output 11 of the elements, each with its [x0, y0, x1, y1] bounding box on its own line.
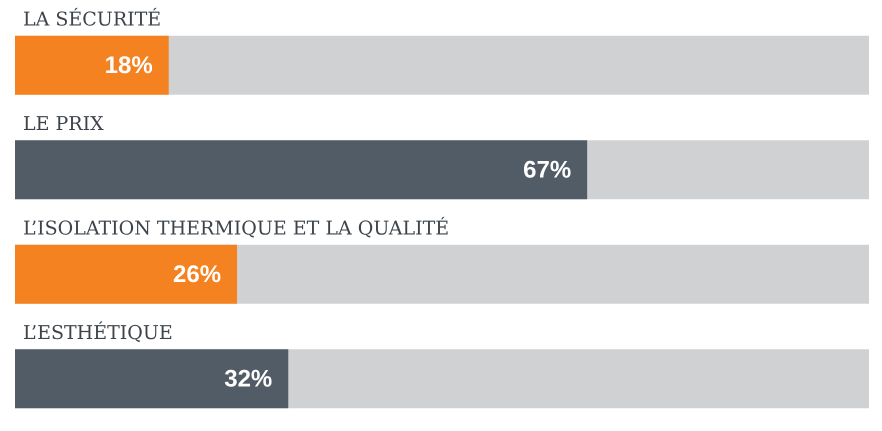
data-label: 26%: [172, 260, 222, 288]
y-tick-label: L’ESTHÉTIQUE: [23, 320, 173, 344]
data-label: 32%: [224, 365, 272, 392]
data-label: 18%: [104, 52, 153, 79]
data-label: 67%: [523, 156, 572, 184]
y-tick-label: L’ISOLATION THERMIQUE ET LA QUALITÉ: [23, 216, 450, 240]
bar: [15, 244, 238, 304]
bar: [15, 36, 169, 95]
y-tick-label: LE PRIX: [23, 112, 104, 135]
bar: [15, 349, 288, 408]
y-tick-label: LA SÉCURITÉ: [23, 7, 162, 30]
